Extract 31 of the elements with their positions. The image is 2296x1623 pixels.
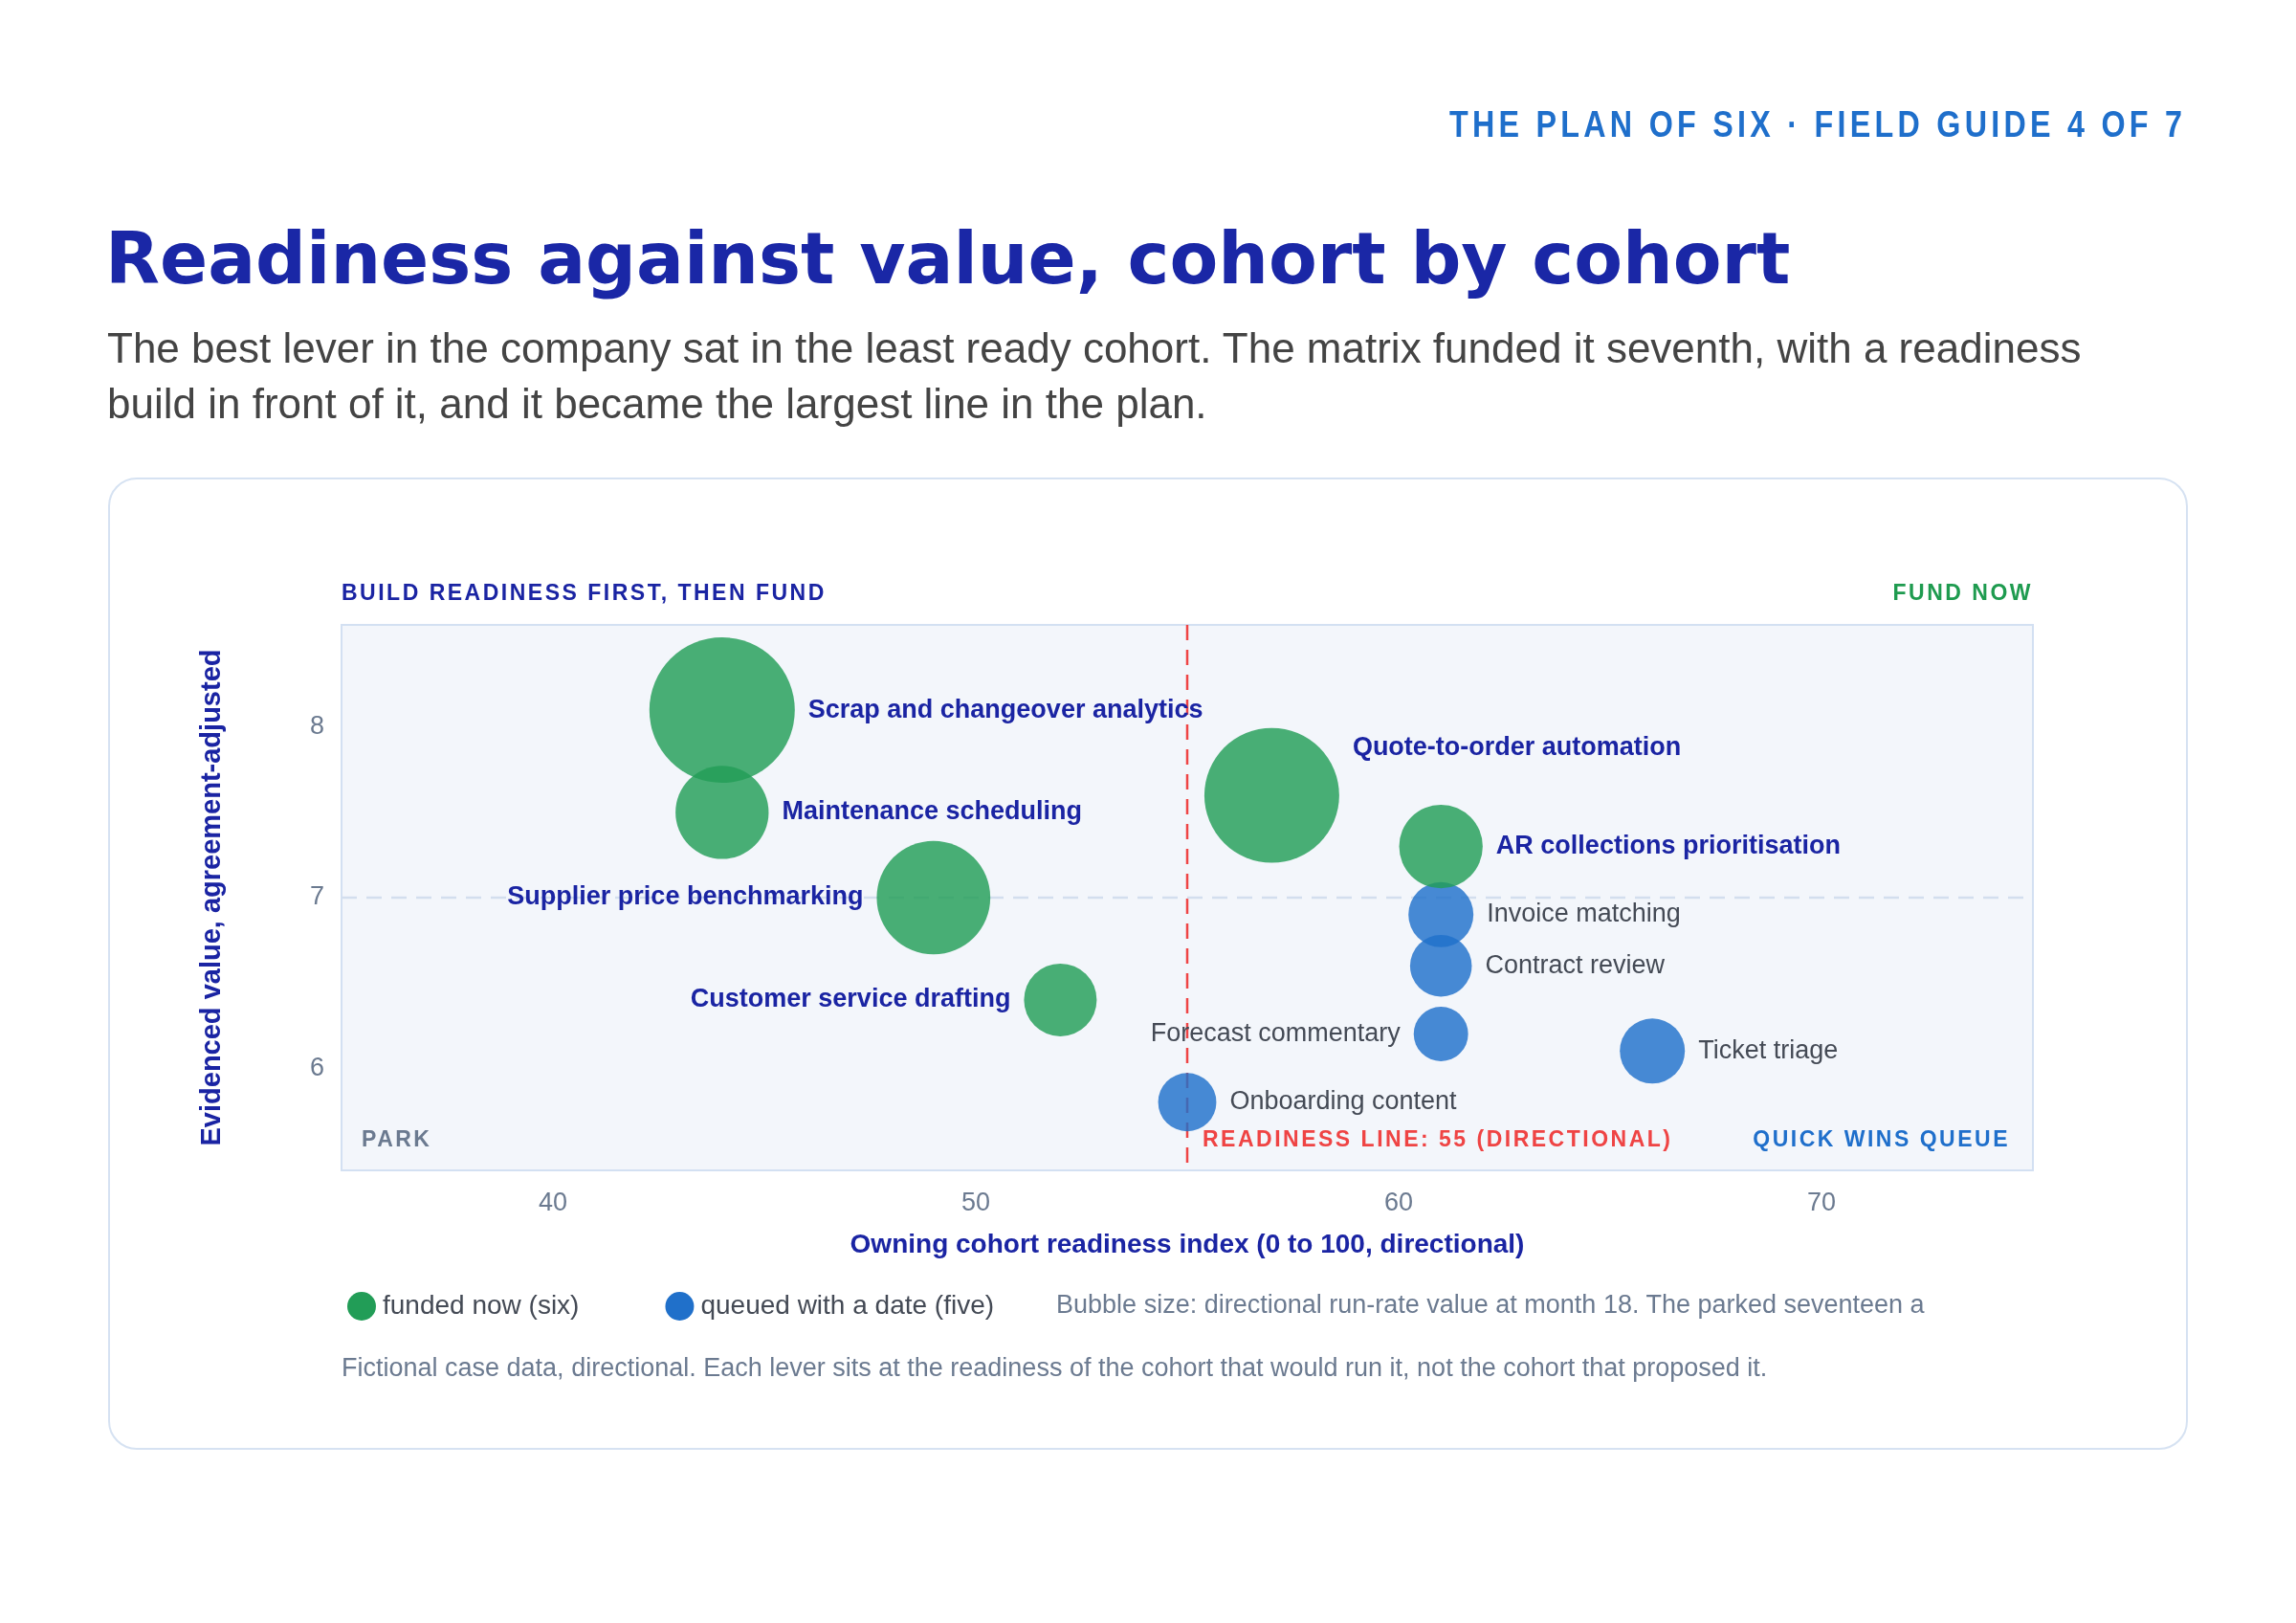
annotation: AR collections prioritisation — [1495, 831, 1841, 860]
y-tick-label: 6 — [309, 1052, 324, 1081]
x-tick-label: 40 — [538, 1187, 568, 1216]
annotation: QUICK WINS QUEUE — [1753, 1126, 2010, 1152]
ref-line-label: READINESS LINE: 55 (DIRECTIONAL) — [1203, 1126, 1673, 1152]
annotation: Customer service drafting — [690, 984, 1011, 1013]
annotation: Invoice matching — [1487, 899, 1681, 928]
text: THE PLAN OF SIX · FIELD GUIDE 4 OF 7 — [1448, 103, 2186, 146]
annotation: Onboarding content — [1229, 1086, 1458, 1116]
x-axis-title: Owning cohort readiness index (0 to 100, directional) — [850, 1228, 1525, 1258]
annotation: PARK — [362, 1126, 432, 1152]
x-tick-label: 50 — [960, 1187, 991, 1216]
chart-subtitle: The best lever in the company sat in the least ready cohort. The matrix funded it seventh, with a readiness build in front of it, and it became the largest line in the plan. — [107, 323, 2083, 429]
annotation: Forecast commentary — [1150, 1017, 1402, 1047]
chart-title: Readiness against value, cohort by cohort — [105, 216, 1791, 300]
annotation: Ticket triage — [1698, 1034, 1839, 1064]
annotation: Maintenance scheduling — [782, 796, 1083, 826]
x-tick-label: 60 — [1383, 1187, 1414, 1216]
annotation: Quote-to-order automation — [1352, 732, 1682, 762]
legend-label: funded now (six) — [383, 1289, 580, 1320]
legend-label: queued with a date (five) — [700, 1289, 995, 1320]
text: Fictional case data, directional. Each lever sits at the readiness of the cohort that would run it, not the cohort that proposed it. — [342, 1353, 1768, 1383]
annotation: Supplier price benchmarking — [507, 881, 864, 911]
annotation: Contract review — [1485, 949, 1666, 979]
y-tick-label: 7 — [309, 881, 324, 911]
x-tick-label: 70 — [1806, 1187, 1837, 1216]
text: FUND NOW — [1892, 580, 2033, 606]
y-axis-title: Evidenced value, agreement-adjusted — [195, 649, 227, 1146]
text: BUILD READINESS FIRST, THEN FUND — [342, 580, 827, 606]
text: Bubble size: directional run-rate value at month 18. The parked seventeen a — [1056, 1290, 1926, 1320]
y-tick-label: 8 — [309, 711, 324, 741]
